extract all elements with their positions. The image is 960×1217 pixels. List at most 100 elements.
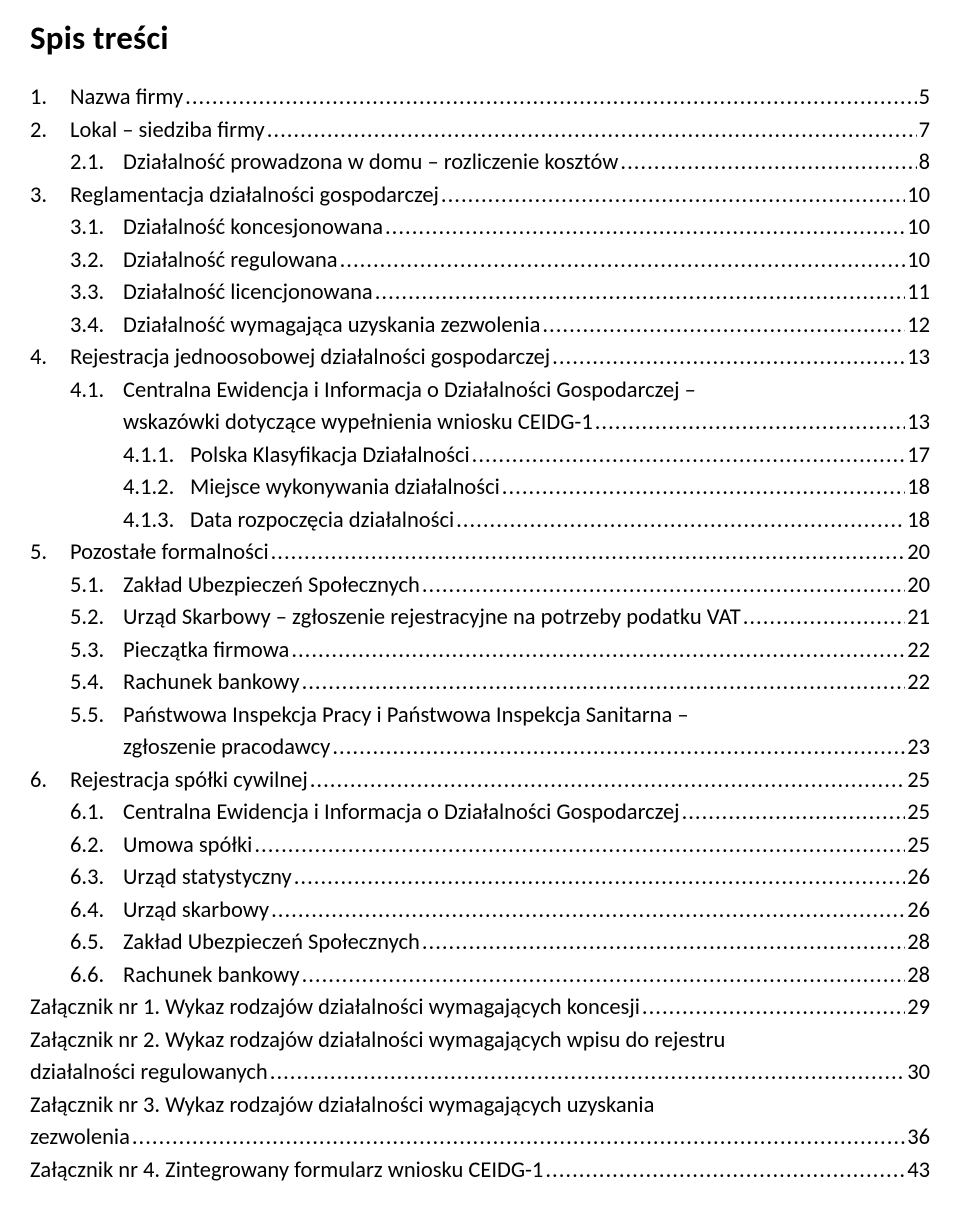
toc-entry[interactable]: 2.1.Działalność prowadzona w domu – rozl… — [30, 147, 930, 179]
toc-entry-label: Rachunek bankowy — [123, 667, 300, 699]
toc-entry-page: 30 — [907, 1057, 930, 1089]
toc-leader-dots — [310, 765, 905, 797]
toc-entry[interactable]: 3.1.Działalność koncesjonowana10 — [30, 212, 930, 244]
toc-entry[interactable]: 6.6.Rachunek bankowy28 — [30, 960, 930, 992]
toc-entry[interactable]: Załącznik nr 3. Wykaz rodzajów działalno… — [30, 1090, 930, 1122]
toc-leader-dots — [502, 472, 905, 504]
toc-entry[interactable]: zezwolenia 36 — [30, 1122, 930, 1154]
toc-leader-dots — [472, 440, 906, 472]
toc-entry[interactable]: 5.Pozostałe formalności20 — [30, 537, 930, 569]
toc-entry-label: Rachunek bankowy — [123, 960, 300, 992]
toc-leader-dots — [542, 310, 905, 342]
toc-entry-page: 26 — [907, 862, 930, 894]
toc-entry-number: 2.1. — [70, 147, 123, 179]
toc-entry-number: 3.3. — [70, 277, 123, 309]
toc-entry-page: 13 — [907, 342, 930, 374]
toc-entry-page: 10 — [907, 180, 930, 212]
toc-entry-number: 4.1. — [70, 375, 123, 407]
toc-entry[interactable]: 5.2.Urząd Skarbowy – zgłoszenie rejestra… — [30, 602, 930, 634]
toc-entry-page: 25 — [907, 830, 930, 862]
toc-entry-number: 6.4. — [70, 895, 123, 927]
toc-entry[interactable]: 6.1.Centralna Ewidencja i Informacja o D… — [30, 797, 930, 829]
toc-entry[interactable]: 3.Reglamentacja działalności gospodarcze… — [30, 180, 930, 212]
toc-entry-page: 26 — [907, 895, 930, 927]
toc-entry[interactable]: 4.1.1.Polska Klasyfikacja Działalności17 — [30, 440, 930, 472]
toc-leader-dots — [682, 797, 906, 829]
toc-entry-page: 10 — [907, 212, 930, 244]
toc-entry-page: 28 — [907, 960, 930, 992]
toc-entry[interactable]: Załącznik nr 1. Wykaz rodzajów działalno… — [30, 992, 930, 1024]
toc-entry[interactable]: 4.Rejestracja jednoosobowej działalności… — [30, 342, 930, 374]
toc-leader-dots — [743, 602, 906, 634]
toc-entry[interactable]: 5.5.Państwowa Inspekcja Pracy i Państwow… — [30, 700, 930, 732]
toc-entry[interactable]: wskazówki dotyczące wypełnienia wniosku … — [30, 407, 930, 439]
toc-entry[interactable]: 6.4.Urząd skarbowy 26 — [30, 895, 930, 927]
toc-entry[interactable]: Załącznik nr 2. Wykaz rodzajów działalno… — [30, 1025, 930, 1057]
table-of-contents: 1.Nazwa firmy52.Lokal – siedziba firmy72… — [30, 82, 930, 1186]
toc-entry[interactable]: 4.1.3.Data rozpoczęcia działalności18 — [30, 505, 930, 537]
toc-entry-number: 5.5. — [70, 700, 123, 732]
toc-entry-number: 4.1.3. — [123, 505, 190, 537]
toc-entry[interactable]: Załącznik nr 4. Zintegrowany formularz w… — [30, 1155, 930, 1187]
toc-leader-dots — [620, 147, 916, 179]
toc-entry[interactable]: 3.2.Działalność regulowana10 — [30, 245, 930, 277]
toc-entry-page: 36 — [907, 1122, 930, 1154]
toc-entry-label: Działalność regulowana — [123, 245, 338, 277]
toc-entry-page: 10 — [907, 245, 930, 277]
toc-leader-dots — [595, 407, 905, 439]
toc-entry-label: Lokal – siedziba firmy — [70, 115, 265, 147]
toc-leader-dots — [294, 862, 905, 894]
toc-entry-label: Rejestracja spółki cywilnej — [70, 765, 308, 797]
toc-entry-label: Pozostałe formalności — [70, 537, 269, 569]
toc-entry-page: 12 — [907, 310, 930, 342]
toc-entry-page: 13 — [907, 407, 930, 439]
toc-leader-dots — [270, 1057, 905, 1089]
toc-entry-number: 5.4. — [70, 667, 123, 699]
toc-entry-number: 6.2. — [70, 830, 123, 862]
toc-entry-page: 22 — [907, 635, 930, 667]
toc-entry-page: 25 — [907, 797, 930, 829]
toc-entry[interactable]: 3.4.Działalność wymagająca uzyskania zez… — [30, 310, 930, 342]
toc-entry-label: Pieczątka firmowa — [123, 635, 289, 667]
toc-entry[interactable]: 4.1.2.Miejsce wykonywania działalności18 — [30, 472, 930, 504]
toc-entry-page: 7 — [919, 115, 930, 147]
toc-entry[interactable]: 6.2.Umowa spółki25 — [30, 830, 930, 862]
toc-entry-number: 4.1.1. — [123, 440, 190, 472]
toc-entry-page: 43 — [907, 1155, 930, 1187]
toc-entry-page: 22 — [907, 667, 930, 699]
toc-entry[interactable]: 4.1.Centralna Ewidencja i Informacja o D… — [30, 375, 930, 407]
toc-entry-page: 21 — [907, 602, 930, 634]
toc-entry-page: 17 — [907, 440, 930, 472]
toc-entry[interactable]: 2.Lokal – siedziba firmy 7 — [30, 115, 930, 147]
toc-entry[interactable]: zgłoszenie pracodawcy23 — [30, 732, 930, 764]
toc-entry-label: Działalność wymagająca uzyskania zezwole… — [123, 310, 540, 342]
toc-entry[interactable]: 6.3.Urząd statystyczny26 — [30, 862, 930, 894]
toc-entry[interactable]: 5.3.Pieczątka firmowa22 — [30, 635, 930, 667]
toc-leader-dots — [552, 342, 905, 374]
toc-entry[interactable]: 5.1.Zakład Ubezpieczeń Społecznych20 — [30, 570, 930, 602]
toc-entry-page: 18 — [907, 505, 930, 537]
toc-entry-page: 20 — [907, 570, 930, 602]
toc-entry-label: zezwolenia — [30, 1122, 130, 1154]
toc-entry-label: Miejsce wykonywania działalności — [190, 472, 500, 504]
toc-leader-dots — [441, 180, 905, 212]
toc-entry-number: 4. — [30, 342, 70, 374]
toc-entry-label: działalności regulowanych — [30, 1057, 268, 1089]
toc-entry-label: Urząd skarbowy — [123, 895, 269, 927]
toc-leader-dots — [332, 732, 905, 764]
toc-entry[interactable]: 6.Rejestracja spółki cywilnej25 — [30, 765, 930, 797]
toc-entry[interactable]: działalności regulowanych 30 — [30, 1057, 930, 1089]
toc-entry[interactable]: 6.5.Zakład Ubezpieczeń Społecznych28 — [30, 927, 930, 959]
toc-entry-label: Nazwa firmy — [70, 82, 183, 114]
toc-entry-number: 6.1. — [70, 797, 123, 829]
toc-entry[interactable]: 3.3.Działalność licencjonowana11 — [30, 277, 930, 309]
toc-entry[interactable]: 1.Nazwa firmy5 — [30, 82, 930, 114]
toc-leader-dots — [422, 927, 905, 959]
toc-entry-label: Działalność licencjonowana — [123, 277, 373, 309]
toc-title: Spis treści — [30, 18, 930, 58]
toc-entry-number: 2. — [30, 115, 70, 147]
toc-entry-number: 5.2. — [70, 602, 123, 634]
toc-entry-page: 28 — [907, 927, 930, 959]
toc-entry[interactable]: 5.4.Rachunek bankowy 22 — [30, 667, 930, 699]
toc-leader-dots — [340, 245, 906, 277]
